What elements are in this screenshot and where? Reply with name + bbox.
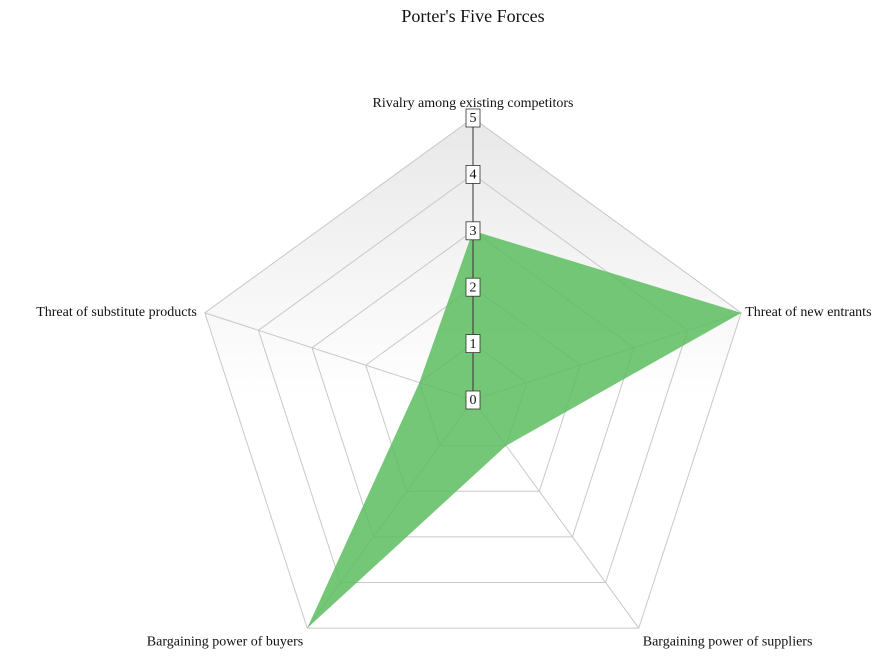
category-label: Rivalry among existing competitors	[372, 96, 573, 111]
category-label: Bargaining power of suppliers	[643, 634, 813, 649]
category-label: Bargaining power of buyers	[147, 634, 303, 649]
r-tick-label: 3	[470, 224, 477, 239]
chart-title: Porter's Five Forces	[401, 6, 544, 26]
r-tick-label: 4	[470, 168, 477, 183]
r-tick-label: 2	[470, 280, 477, 295]
tick-box	[465, 164, 481, 184]
category-label: Threat of new entrants	[745, 305, 871, 320]
tick-box	[465, 108, 481, 128]
r-tick-label: 1	[470, 337, 477, 352]
tick-box	[465, 334, 481, 354]
radar-area	[307, 230, 742, 629]
r-tick-label: 5	[470, 111, 477, 126]
tick-box	[465, 277, 481, 297]
grid-ring	[204, 117, 742, 629]
tick-box	[465, 390, 481, 410]
r-tick-label: 0	[470, 393, 477, 408]
tick-box	[465, 221, 481, 241]
category-label: Threat of substitute products	[36, 305, 197, 320]
